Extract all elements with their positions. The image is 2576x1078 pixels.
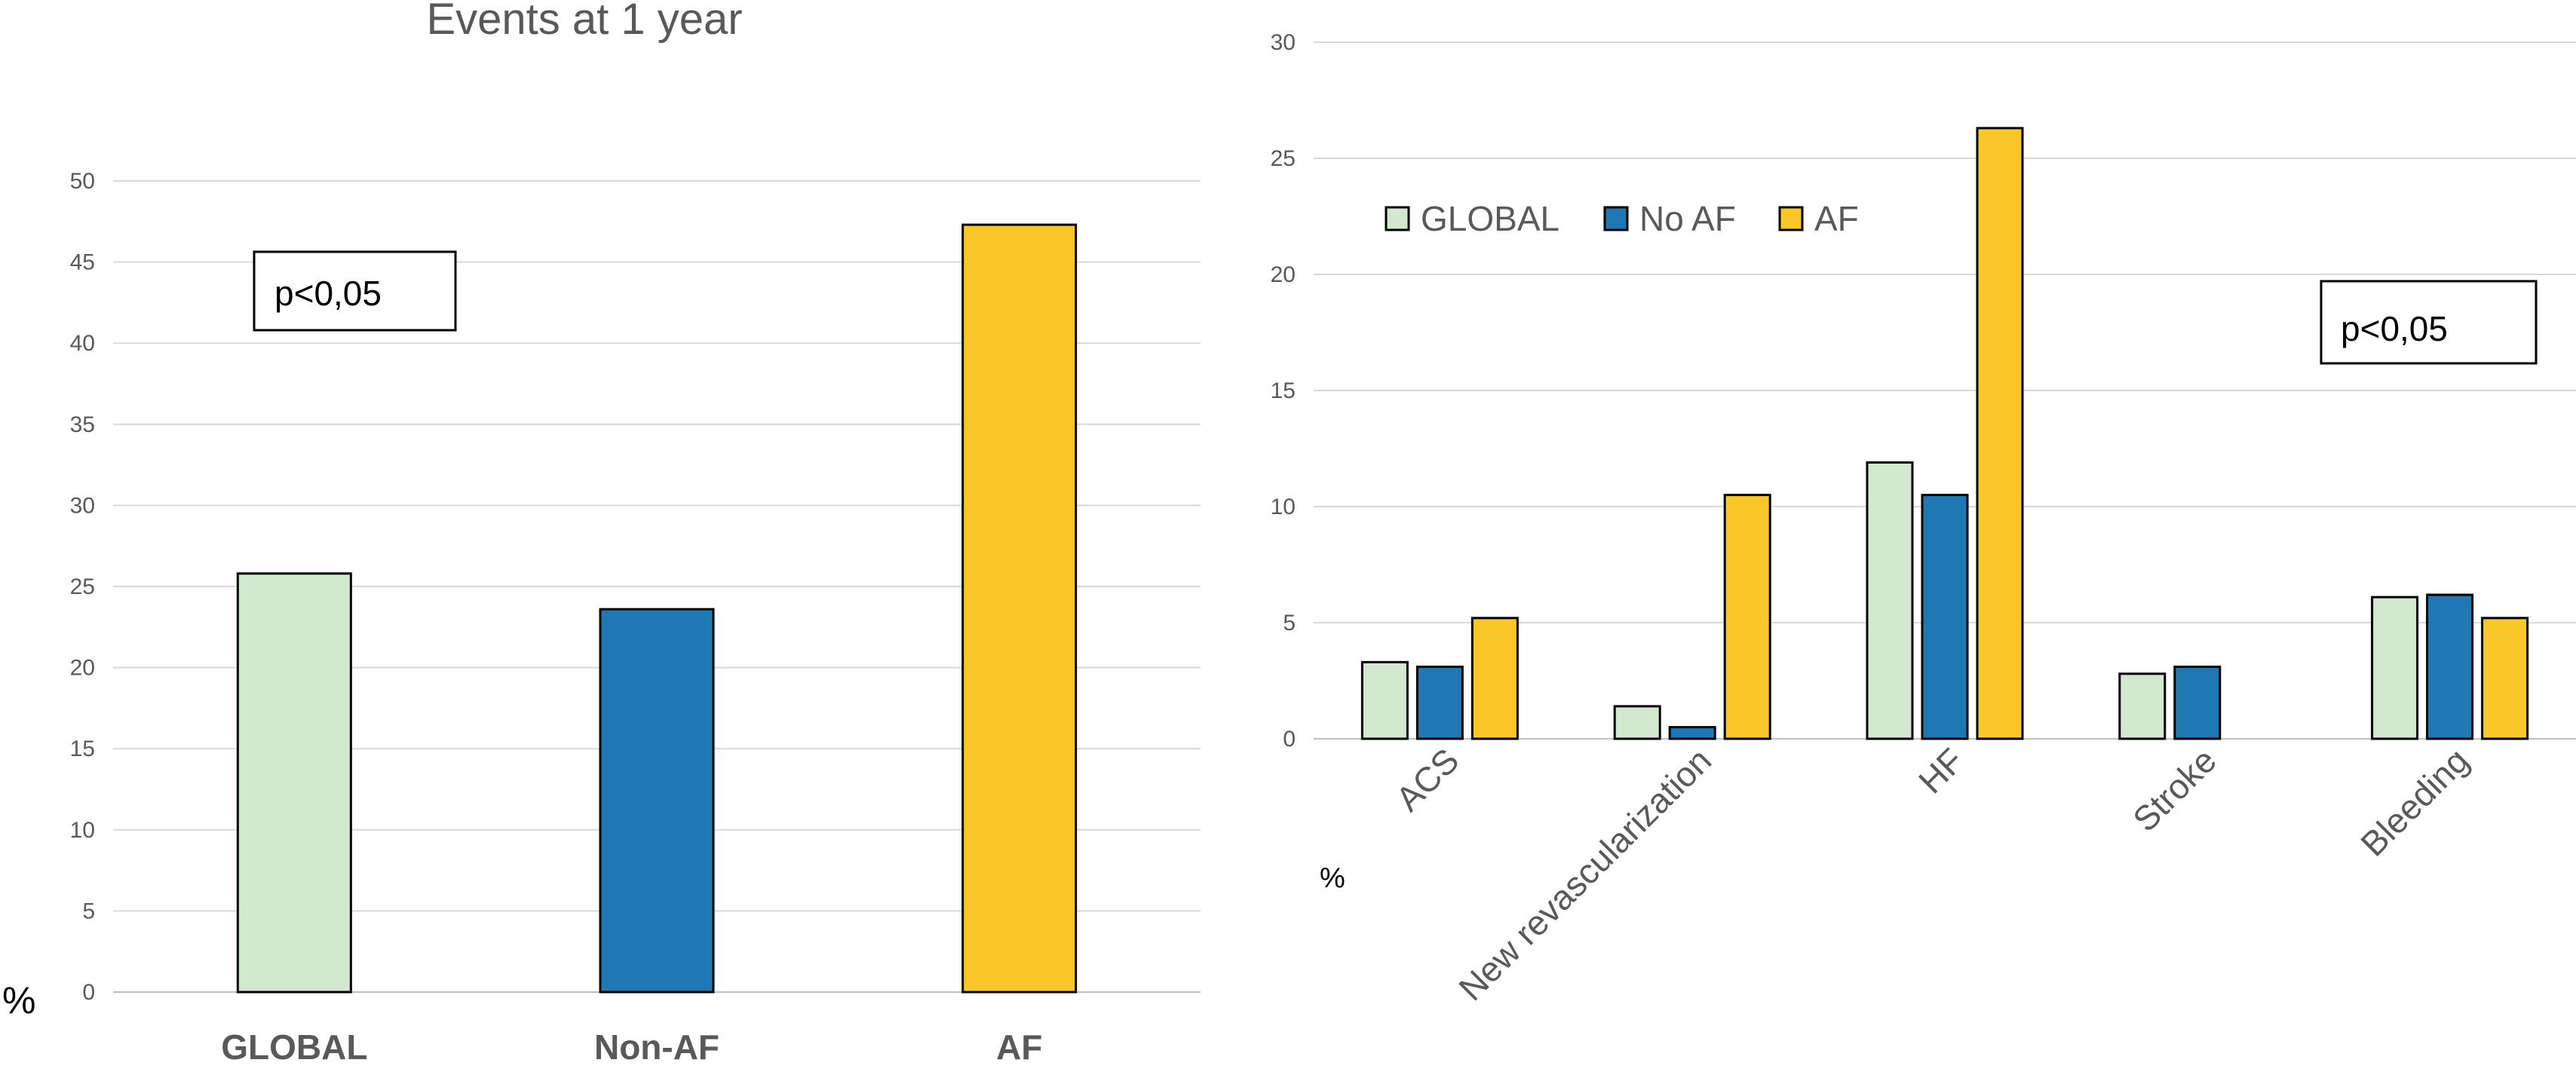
- chart1-y-tick-label: 20: [70, 656, 95, 681]
- chart1-bar-af: [961, 223, 1078, 994]
- chart2-pvalue-box: [2320, 280, 2538, 365]
- chart2-y-unit: %: [1320, 862, 1345, 894]
- chart2-category-label: HF: [1911, 740, 1971, 801]
- chart1-pvalue-text: p<0,05: [274, 274, 382, 313]
- chart2-legend-swatch: [1603, 206, 1629, 231]
- chart2-category-label: Stroke: [2125, 740, 2224, 839]
- chart2-bar-no-af: [1415, 666, 1464, 740]
- chart2-bar-global: [1866, 461, 1914, 740]
- chart2-y-tick-labels: 0 5 10 15 20 25 30: [1271, 30, 1296, 752]
- chart1-category-label: GLOBAL: [221, 1027, 367, 1067]
- chart1-category-label: AF: [996, 1027, 1042, 1067]
- events-chart: Events at 1 year 0 5 10 15 20 25 30 35 40 45 50 GL…: [2, 0, 1201, 1067]
- chart2-y-tick-label: 0: [1283, 727, 1296, 752]
- chart2-bar-no-af: [1668, 726, 1716, 740]
- chart1-y-unit: %: [2, 979, 35, 1021]
- chart2-y-tick-label: 10: [1271, 495, 1296, 519]
- chart2-bar-af: [1470, 617, 1519, 740]
- chart1-pvalue-box: [253, 250, 457, 332]
- chart2-category-label: New revascularization: [1451, 740, 1719, 1008]
- chart2-y-tick-label: 20: [1271, 262, 1296, 287]
- chart1-bars: [236, 223, 1078, 994]
- chart2-pvalue-text: p<0,05: [2341, 309, 2448, 348]
- chart1-bar-non-af: [599, 608, 715, 994]
- chart1-y-tick-label: 45: [70, 250, 95, 275]
- chart2-legend-label: No AF: [1639, 199, 1736, 238]
- chart2-legend-swatch: [1385, 206, 1410, 231]
- chart1-y-tick-label: 5: [82, 899, 95, 923]
- chart2-bars: [1360, 127, 2529, 740]
- chart2-bar-af: [1723, 494, 1771, 740]
- chart2-bar-no-af: [1921, 494, 1969, 740]
- chart2-category-label: ACS: [1388, 740, 1467, 819]
- chart1-title: Events at 1 year: [426, 0, 742, 44]
- chart1-y-tick-label: 25: [70, 574, 95, 599]
- chart1-y-tick-label: 40: [70, 331, 95, 356]
- chart1-category-label: Non-AF: [594, 1027, 719, 1067]
- chart2-bar-no-af: [2173, 666, 2222, 740]
- chart2-y-tick-label: 25: [1271, 146, 1296, 171]
- chart1-y-tick-label: 15: [70, 737, 95, 761]
- chart2-bar-global: [1613, 705, 1661, 740]
- chart2-legend-swatch: [1778, 206, 1804, 231]
- chart1-y-tick-labels: 0 5 10 15 20 25 30 35 40 45 50: [70, 169, 95, 1005]
- chart2-y-tick-label: 30: [1271, 30, 1296, 55]
- chart1-category-labels: GLOBAL Non-AF AF: [221, 1027, 1042, 1067]
- chart2-bar-no-af: [2426, 593, 2474, 740]
- chart2-category-label: Bleeding: [2353, 740, 2476, 863]
- chart2-bar-global: [2118, 672, 2167, 740]
- chart1-y-tick-label: 50: [70, 169, 95, 194]
- chart2-gridlines: [1314, 41, 2576, 740]
- chart1-y-tick-label: 30: [70, 493, 95, 518]
- chart2-legend-label: AF: [1814, 199, 1859, 238]
- chart2-legend-label: GLOBAL: [1421, 199, 1559, 238]
- chart2-bar-af: [1976, 127, 2024, 740]
- chart2-bar-af: [2481, 617, 2529, 740]
- chart1-bar-global: [236, 572, 352, 994]
- chart2-y-tick-label: 15: [1271, 378, 1296, 403]
- chart1-y-tick-label: 35: [70, 412, 95, 437]
- chart1-y-tick-label: 0: [82, 980, 95, 1005]
- chart2-legend: GLOBAL No AF AF: [1385, 199, 1859, 238]
- chart2-y-tick-label: 5: [1283, 611, 1296, 635]
- chart2-bar-global: [2371, 596, 2419, 740]
- chart2-bar-global: [1360, 660, 1409, 740]
- chart1-y-tick-label: 10: [70, 818, 95, 843]
